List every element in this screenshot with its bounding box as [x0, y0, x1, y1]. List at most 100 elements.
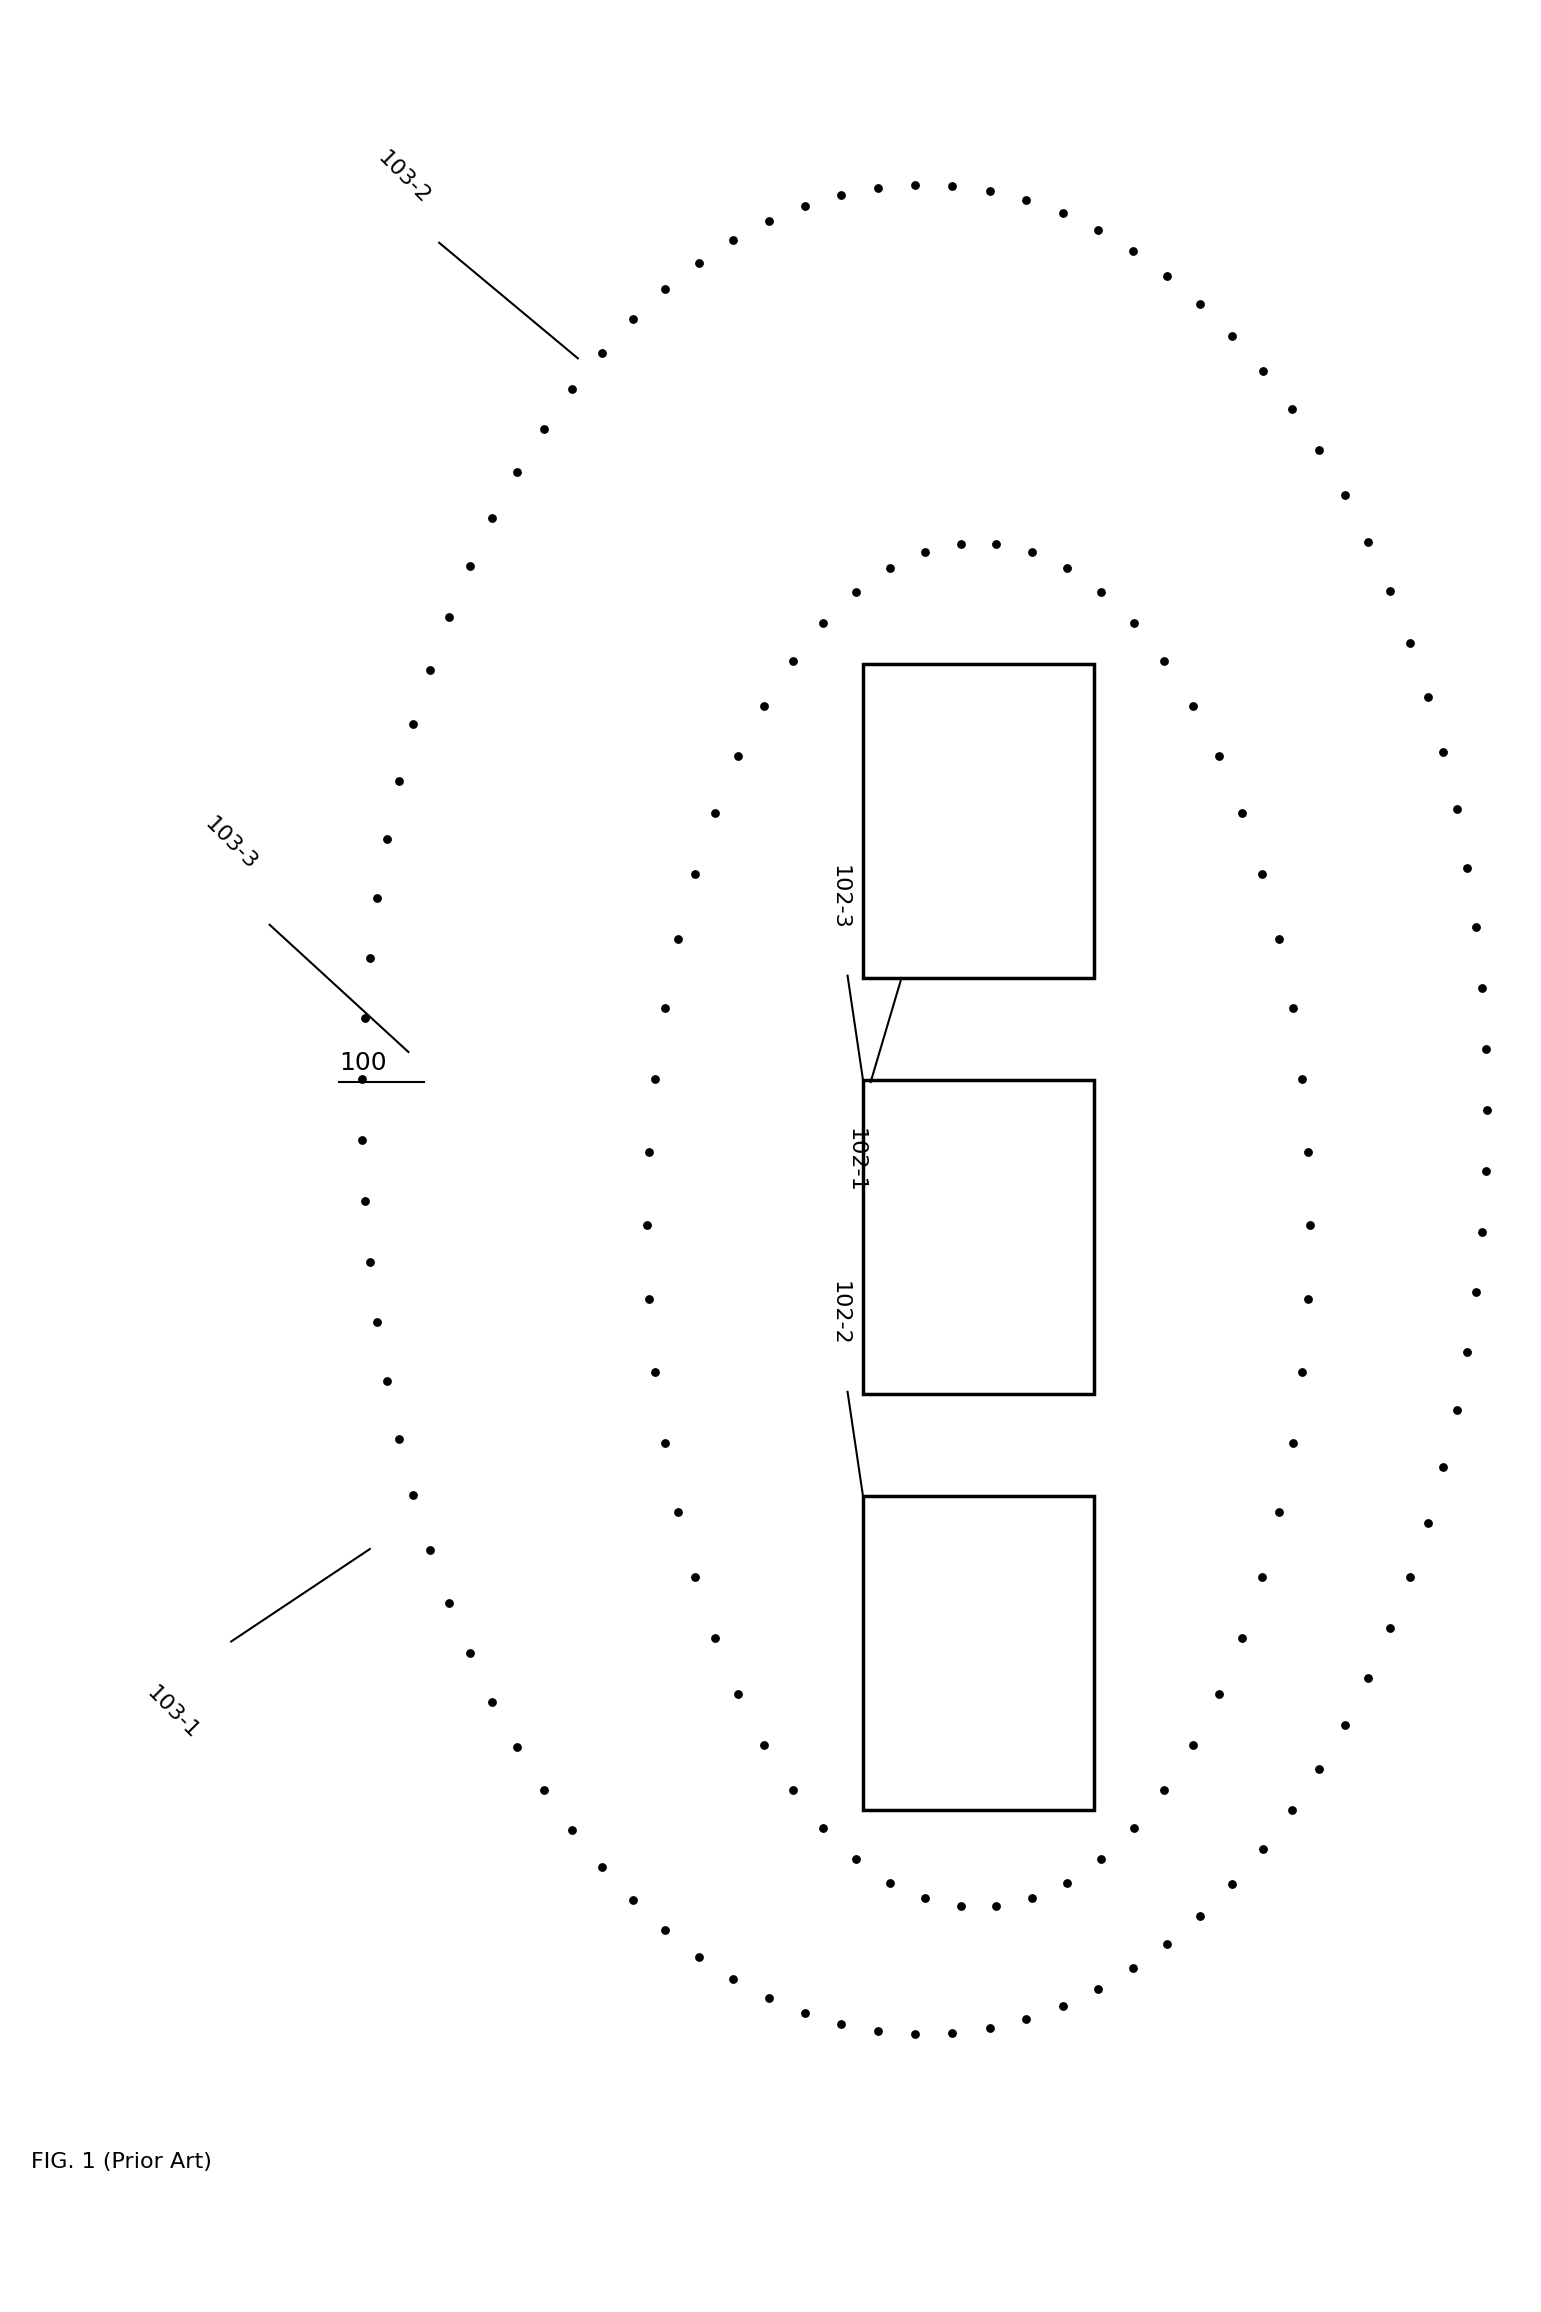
- Point: [1333, 476, 1358, 513]
- Point: [1089, 573, 1114, 610]
- Text: FIG. 1 (Prior Art): FIG. 1 (Prior Art): [31, 2152, 211, 2171]
- Point: [752, 1727, 777, 1764]
- Point: [1250, 855, 1274, 892]
- Point: [365, 1304, 390, 1341]
- Point: [757, 203, 781, 240]
- Point: [436, 599, 461, 636]
- Point: [811, 603, 835, 640]
- Point: [387, 763, 411, 800]
- Point: [1290, 1353, 1314, 1390]
- Point: [589, 335, 613, 372]
- Point: [532, 1771, 556, 1808]
- Point: [780, 1771, 804, 1808]
- Point: [652, 1424, 676, 1461]
- Point: [481, 1683, 505, 1720]
- Point: [1014, 183, 1039, 220]
- Point: [1020, 1880, 1045, 1917]
- Text: 102-3: 102-3: [831, 865, 849, 929]
- Point: [1378, 1609, 1402, 1646]
- Point: [1398, 1558, 1422, 1595]
- Point: [703, 793, 727, 830]
- Point: [912, 1880, 937, 1917]
- Point: [358, 939, 382, 976]
- Point: [1156, 257, 1180, 294]
- Text: 103-1: 103-1: [143, 1683, 202, 1743]
- Text: 102-1: 102-1: [846, 1128, 865, 1193]
- Point: [1230, 1621, 1254, 1658]
- Point: [1279, 391, 1304, 428]
- Point: [829, 2007, 854, 2044]
- Point: [940, 2016, 965, 2053]
- Point: [636, 1281, 661, 1318]
- Point: [1089, 1840, 1114, 1877]
- Point: [1220, 1866, 1245, 1903]
- Point: [1307, 432, 1331, 469]
- Text: 100: 100: [339, 1052, 387, 1075]
- Point: [940, 166, 965, 203]
- Point: [843, 1840, 868, 1877]
- Point: [350, 1121, 374, 1158]
- Point: [1281, 990, 1305, 1027]
- Point: [353, 1184, 378, 1221]
- Point: [1122, 1810, 1147, 1847]
- Point: [686, 245, 710, 282]
- Bar: [863, 664, 1094, 978]
- Point: [1120, 234, 1145, 271]
- Point: [1470, 969, 1495, 1006]
- Point: [912, 534, 937, 571]
- Point: [643, 1353, 667, 1390]
- Point: [726, 738, 750, 775]
- Point: [1180, 687, 1205, 724]
- Point: [505, 453, 530, 490]
- Text: 103-2: 103-2: [374, 148, 433, 208]
- Point: [1250, 351, 1274, 388]
- Point: [1153, 1771, 1177, 1808]
- Point: [621, 301, 646, 338]
- Point: [903, 2016, 928, 2053]
- Point: [458, 548, 482, 585]
- Point: [1156, 1926, 1180, 1963]
- Point: [652, 990, 676, 1027]
- Point: [418, 1531, 442, 1568]
- Point: [752, 687, 777, 724]
- Point: [1279, 1792, 1304, 1829]
- Point: [686, 1937, 710, 1974]
- Point: [1086, 1970, 1111, 2007]
- Point: [374, 1362, 399, 1399]
- Point: [877, 550, 901, 587]
- Point: [757, 1979, 781, 2016]
- Point: [726, 1676, 750, 1713]
- Point: [948, 525, 972, 562]
- Point: [1290, 1061, 1314, 1098]
- Point: [1207, 738, 1231, 775]
- Point: [683, 1558, 707, 1595]
- Point: [1473, 1151, 1498, 1188]
- Point: [1296, 1133, 1321, 1170]
- Point: [1356, 523, 1381, 560]
- Point: [636, 1133, 661, 1170]
- Point: [481, 499, 505, 536]
- Point: [559, 1813, 584, 1850]
- Point: [1470, 1214, 1495, 1251]
- Point: [792, 1995, 817, 2032]
- Point: [977, 173, 1002, 210]
- Point: [1250, 1558, 1274, 1595]
- Point: [1051, 1988, 1076, 2025]
- Point: [1230, 793, 1254, 830]
- Point: [780, 643, 804, 680]
- Point: [829, 176, 854, 213]
- Bar: [863, 1496, 1094, 1810]
- Point: [1220, 317, 1245, 354]
- Point: [374, 821, 399, 858]
- Point: [811, 1810, 835, 1847]
- Point: [1051, 194, 1076, 231]
- Point: [1475, 1091, 1499, 1128]
- Point: [1296, 1281, 1321, 1318]
- Point: [1188, 1898, 1213, 1935]
- Point: [653, 271, 678, 307]
- Point: [1056, 1863, 1080, 1900]
- Point: [1250, 1831, 1274, 1868]
- Point: [985, 1889, 1009, 1926]
- Point: [1398, 624, 1422, 661]
- Point: [877, 1863, 901, 1900]
